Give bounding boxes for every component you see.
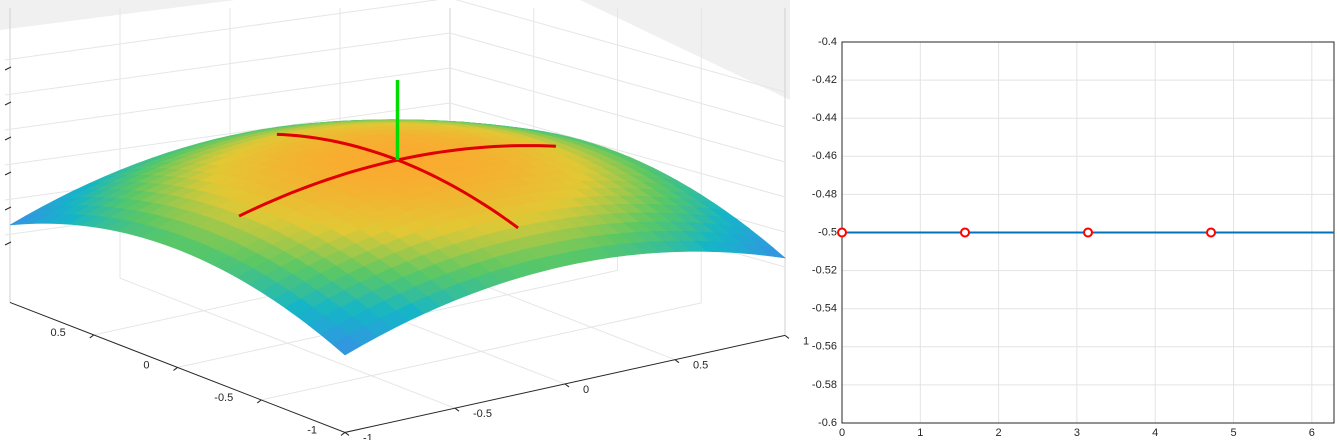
wall-grid (4, 67, 451, 131)
y-tick (454, 407, 460, 412)
y-tick-label: -0.5 (473, 408, 492, 420)
y-tick-label: -0.6 (818, 417, 837, 429)
marker (960, 227, 970, 238)
y-tick (344, 432, 350, 436)
x-tick-label: -1 (307, 424, 317, 436)
marker (1083, 227, 1093, 238)
x-tick-label: 0.5 (50, 327, 65, 339)
wall-grid (455, 0, 786, 93)
x-tick-label: 3 (1074, 427, 1080, 439)
x-tick-label: 6 (1309, 427, 1315, 439)
x-tick (173, 367, 178, 371)
x-tick-label: 0 (839, 427, 845, 439)
y-tick-label: -0.46 (812, 150, 837, 162)
y-tick (564, 383, 570, 388)
marker (1206, 227, 1216, 238)
wall-grid (4, 0, 440, 61)
surface-axes: -1 -0.5 0 0.5 -1 -0.5 0 0.5 1 (4, 0, 809, 440)
wall-grid (449, 32, 786, 128)
y-tick-label: -0.5 (818, 226, 837, 238)
wall-grid (4, 32, 451, 96)
x-tick (256, 399, 262, 404)
y-tick-label: -1 (363, 432, 373, 440)
x-tick (340, 432, 346, 436)
wall-grid (449, 102, 786, 198)
y-tick-label: -0.54 (812, 303, 837, 315)
y-tick (674, 359, 680, 364)
y-tick-label: -0.52 (812, 265, 837, 277)
y-tick-label: 0.5 (693, 360, 708, 372)
z-tick (4, 101, 12, 106)
z-tick (4, 171, 12, 176)
z-tick (4, 66, 12, 71)
y-tick-label: -0.42 (812, 74, 837, 86)
x-tick-label: -0.5 (214, 392, 233, 404)
wall-grid (4, 102, 451, 166)
x-tick (89, 334, 95, 339)
wall-grid (449, 67, 786, 163)
x-tick-label: 1 (917, 427, 923, 439)
y-tick-label: -0.44 (812, 112, 837, 124)
z-tick (4, 241, 12, 246)
x-tick-label: 2 (996, 427, 1002, 439)
x-tick-label: 4 (1152, 427, 1158, 439)
y-tick-label: -0.4 (818, 36, 837, 48)
z-tick (4, 136, 12, 141)
y-tick-label: 1 (803, 335, 809, 347)
z-tick (4, 206, 12, 211)
x-tick-label: 0 (143, 359, 149, 371)
surface-patch (332, 335, 362, 356)
y-tick-label: -0.48 (812, 188, 837, 200)
marker (837, 227, 847, 238)
figure-corner (0, 0, 235, 30)
figure-corner (580, 0, 790, 100)
y-tick-label: 0 (583, 384, 589, 396)
y-tick-label: -0.56 (812, 341, 837, 353)
y-tick-label: -0.58 (812, 379, 837, 391)
line-axes: -0.6-0.58-0.56-0.54-0.52-0.5-0.48-0.46-0… (812, 36, 1335, 439)
x-tick-label: 5 (1230, 427, 1236, 439)
y-tick (784, 335, 790, 339)
